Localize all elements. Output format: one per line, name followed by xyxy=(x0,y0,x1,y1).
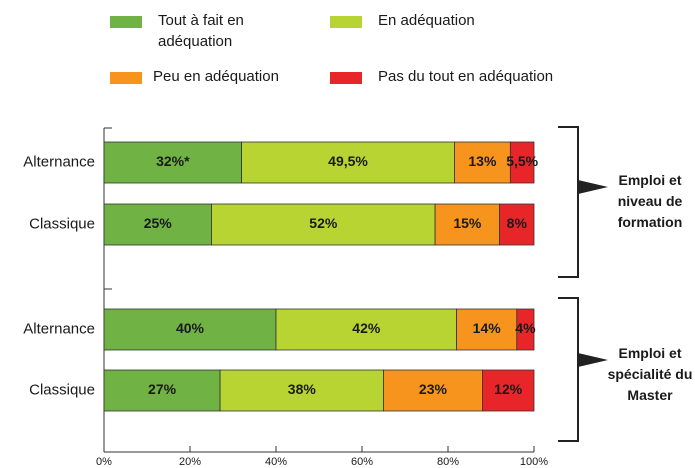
x-tick-label: 20% xyxy=(179,456,201,468)
legend-swatch xyxy=(110,72,142,84)
bar-segment xyxy=(434,203,501,246)
bar-segment xyxy=(454,141,511,184)
value-label: 49,5% xyxy=(328,153,368,169)
x-tick-label: 80% xyxy=(437,456,459,468)
bar-segment xyxy=(211,203,436,246)
legend-label: Peu en adéquation xyxy=(153,68,279,85)
legend-swatch xyxy=(110,16,142,28)
bar-segment xyxy=(103,369,221,412)
x-tick-label: 60% xyxy=(351,456,373,468)
value-label: 38% xyxy=(288,381,317,397)
value-label: 32%* xyxy=(156,153,190,169)
bar-segment xyxy=(275,308,458,351)
value-label: 14% xyxy=(473,320,502,336)
legend-label: Tout à fait en adéquation xyxy=(158,12,244,50)
group-label: Emploi et spécialité du Master xyxy=(607,345,693,403)
value-label: 8% xyxy=(507,215,528,231)
bar-segment xyxy=(456,308,518,351)
bar-segment xyxy=(499,203,535,246)
bar-segment xyxy=(481,369,535,412)
value-label: 4% xyxy=(515,320,536,336)
arrow xyxy=(578,180,608,194)
value-label: 52% xyxy=(309,215,338,231)
value-label: 15% xyxy=(453,215,482,231)
category-label: Alternance xyxy=(23,153,95,170)
value-label: 13% xyxy=(468,153,497,169)
bar-segment xyxy=(103,308,277,351)
legend-label: Pas du tout en adéquation xyxy=(378,68,554,85)
bracket xyxy=(558,297,579,442)
category-label: Classique xyxy=(29,215,95,232)
legend-swatch xyxy=(330,16,362,28)
bar-segment xyxy=(103,203,212,246)
value-label: 25% xyxy=(144,215,173,231)
group-label: Emploi et niveau de formation xyxy=(617,172,683,230)
value-label: 27% xyxy=(148,381,177,397)
x-tick-label: 0% xyxy=(96,456,112,468)
x-tick-label: 40% xyxy=(265,456,287,468)
bar-segment xyxy=(509,141,535,184)
bar-segment xyxy=(103,141,243,184)
category-label: Alternance xyxy=(23,320,95,337)
value-label: 12% xyxy=(494,381,523,397)
arrow xyxy=(578,353,608,367)
bar-segment xyxy=(383,369,483,412)
legend-label: En adéquation xyxy=(378,12,475,29)
x-tick-label: 100% xyxy=(520,456,548,468)
value-label: 23% xyxy=(419,381,448,397)
category-label: Classique xyxy=(29,381,95,398)
legend-swatch xyxy=(330,72,362,84)
bar-segment xyxy=(516,308,535,351)
value-label: 5,5% xyxy=(506,153,538,169)
bar-segment xyxy=(241,141,455,184)
value-label: 40% xyxy=(176,320,205,336)
value-label: 42% xyxy=(352,320,381,336)
bracket xyxy=(558,126,579,278)
